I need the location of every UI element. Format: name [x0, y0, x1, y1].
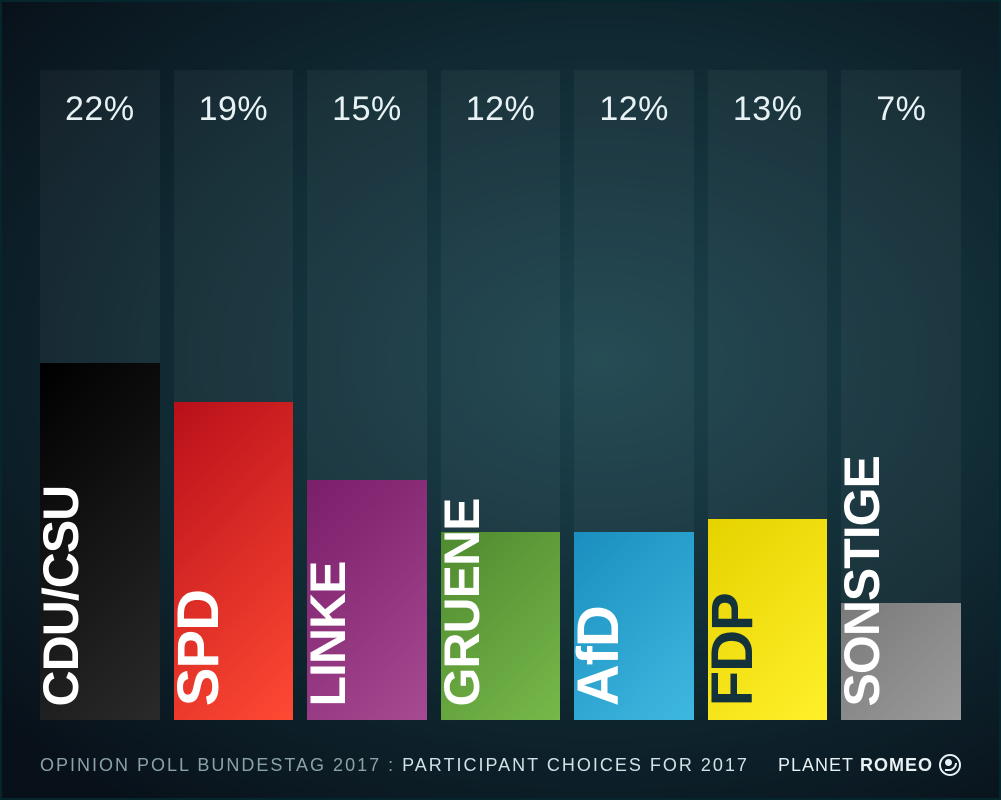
title-separator: :: [381, 755, 402, 775]
bar-value-label: 7%: [841, 90, 961, 129]
title-prefix: Opinion Poll Bundestag 2017: [40, 755, 381, 775]
bar-value-label: 19%: [174, 90, 294, 129]
bar-value-label: 22%: [40, 90, 160, 129]
bar-column-cdu-csu: 22% CDU/CSU: [40, 70, 160, 720]
bar-value-label: 12%: [441, 90, 561, 129]
bar-column-gruene: 12% GRUENE: [441, 70, 561, 720]
bar-value-label: 15%: [307, 90, 427, 129]
title-emphasis: Participant Choices for 2017: [402, 755, 749, 775]
planetromeo-logo-icon: [939, 754, 961, 776]
bar-label-spd: SPD: [174, 590, 223, 712]
bar-label-linke: LINKE: [307, 561, 350, 712]
bar-label-afd: AfD: [574, 606, 623, 712]
bar-column-spd: 19% SPD: [174, 70, 294, 720]
chart-title: Opinion Poll Bundestag 2017 : Participan…: [40, 755, 749, 776]
bar-value-label: 12%: [574, 90, 694, 129]
bar-value-label: 13%: [708, 90, 828, 129]
bar-label-cdu-csu: CDU/CSU: [40, 485, 83, 712]
brand: PLANET ROMEO: [778, 754, 961, 776]
bar-column-linke: 15% LINKE: [307, 70, 427, 720]
chart-canvas: 22%CDU/CSU19%SPD15%LINKE12%GRUENE12%AfD1…: [0, 0, 1001, 800]
brand-text-bold: ROMEO: [860, 755, 933, 776]
bar-column-afd: 12% AfD: [574, 70, 694, 720]
chart-footer: Opinion Poll Bundestag 2017 : Participan…: [40, 754, 961, 776]
bar-column-sonstige: 7% SONSTIGE: [841, 70, 961, 720]
brand-text-light: PLANET: [778, 755, 854, 776]
bar-chart: 22%CDU/CSU19%SPD15%LINKE12%GRUENE12%AfD1…: [40, 70, 961, 720]
bar-label-gruene: GRUENE: [441, 498, 484, 712]
bar-column-fdp: 13% FDP: [708, 70, 828, 720]
bar-label-fdp: FDP: [708, 593, 757, 712]
bar-label-sonstige: SONSTIGE: [841, 456, 884, 712]
